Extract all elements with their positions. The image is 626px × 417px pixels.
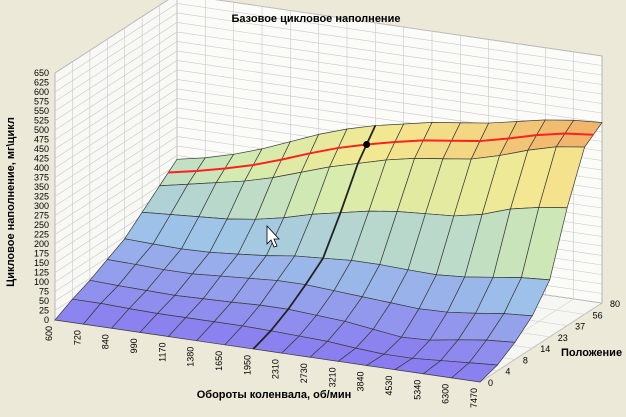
x-tick-label: 4530 [384, 376, 394, 396]
z-tick-label: 150 [34, 258, 49, 268]
x-tick-label: 2730 [299, 363, 309, 383]
x-tick-label: 5340 [412, 380, 422, 400]
x-tick-label: 1650 [214, 351, 224, 371]
z-tick-label: 475 [34, 135, 49, 145]
y-tick-label: 80 [610, 299, 620, 309]
z-tick-label: 500 [34, 125, 49, 135]
y-axis-label: Положение [561, 347, 622, 359]
grid-line-floor [479, 302, 603, 383]
y-tick-label: 4 [505, 367, 510, 377]
z-tick-label: 375 [34, 173, 49, 183]
chart-overlay [168, 125, 594, 350]
z-tick-label: 200 [34, 239, 49, 249]
section-line [252, 125, 377, 350]
z-tick-label: 325 [34, 192, 49, 202]
y-tick-label: 37 [575, 322, 585, 332]
z-tick-label: 575 [34, 97, 49, 107]
x-tick-label: 7470 [469, 388, 479, 408]
y-tick-label: 0 [488, 378, 493, 388]
z-tick-label: 350 [34, 182, 49, 192]
z-tick-label: 400 [34, 163, 49, 173]
x-tick-label: 840 [101, 334, 111, 349]
z-tick-label: 125 [34, 268, 49, 278]
z-tick-label: 300 [34, 201, 49, 211]
x-tick-label: 6300 [441, 384, 451, 404]
z-tick-label: 50 [39, 296, 49, 306]
z-tick-label: 650 [34, 68, 49, 78]
z-tick-label: 75 [39, 287, 49, 297]
x-tick-label: 1170 [157, 343, 167, 362]
x-tick-label: 1950 [242, 355, 252, 375]
z-tick-label: 175 [34, 249, 49, 259]
x-tick-label: 3840 [356, 371, 366, 391]
chart-title: Базовое цикловое наполнение [232, 13, 401, 25]
surface-patch [450, 362, 499, 383]
z-tick-label: 25 [39, 306, 49, 316]
z-tick-label: 600 [34, 87, 49, 97]
z-tick-label: 450 [34, 144, 49, 154]
z-tick-label: 225 [34, 230, 49, 240]
z-tick-label: 425 [34, 154, 49, 164]
z-tick-label: 625 [34, 78, 49, 88]
surface-mesh [54, 119, 603, 383]
x-tick-label: 2310 [271, 359, 281, 379]
y-tick-label: 8 [523, 355, 528, 365]
highlight-curve [168, 132, 594, 174]
z-tick-label: 100 [34, 277, 49, 287]
x-axis-label: Обороты коленвала, об/мин [197, 389, 352, 401]
x-tick-label: 600 [44, 326, 54, 341]
y-tick-label: 14 [540, 344, 550, 354]
y-tick-label: 23 [558, 333, 568, 343]
z-axis-label: Цикловое наполнение, мг\цикл [5, 117, 17, 287]
highlight-marker [363, 140, 371, 148]
x-tick-label: 990 [129, 338, 139, 353]
z-tick-label: 250 [34, 220, 49, 230]
x-tick-label: 1380 [186, 347, 196, 367]
axis-ticks: 0255075100125150175200225250275300325350… [34, 68, 620, 408]
mouse-cursor-icon [266, 224, 280, 248]
x-tick-label: 720 [72, 330, 82, 345]
z-tick-label: 525 [34, 116, 49, 126]
z-tick-label: 550 [34, 106, 49, 116]
y-tick-label: 56 [593, 310, 603, 320]
x-tick-label: 3210 [327, 367, 337, 387]
z-tick-label: 275 [34, 211, 49, 221]
z-tick-label: 0 [44, 315, 49, 325]
